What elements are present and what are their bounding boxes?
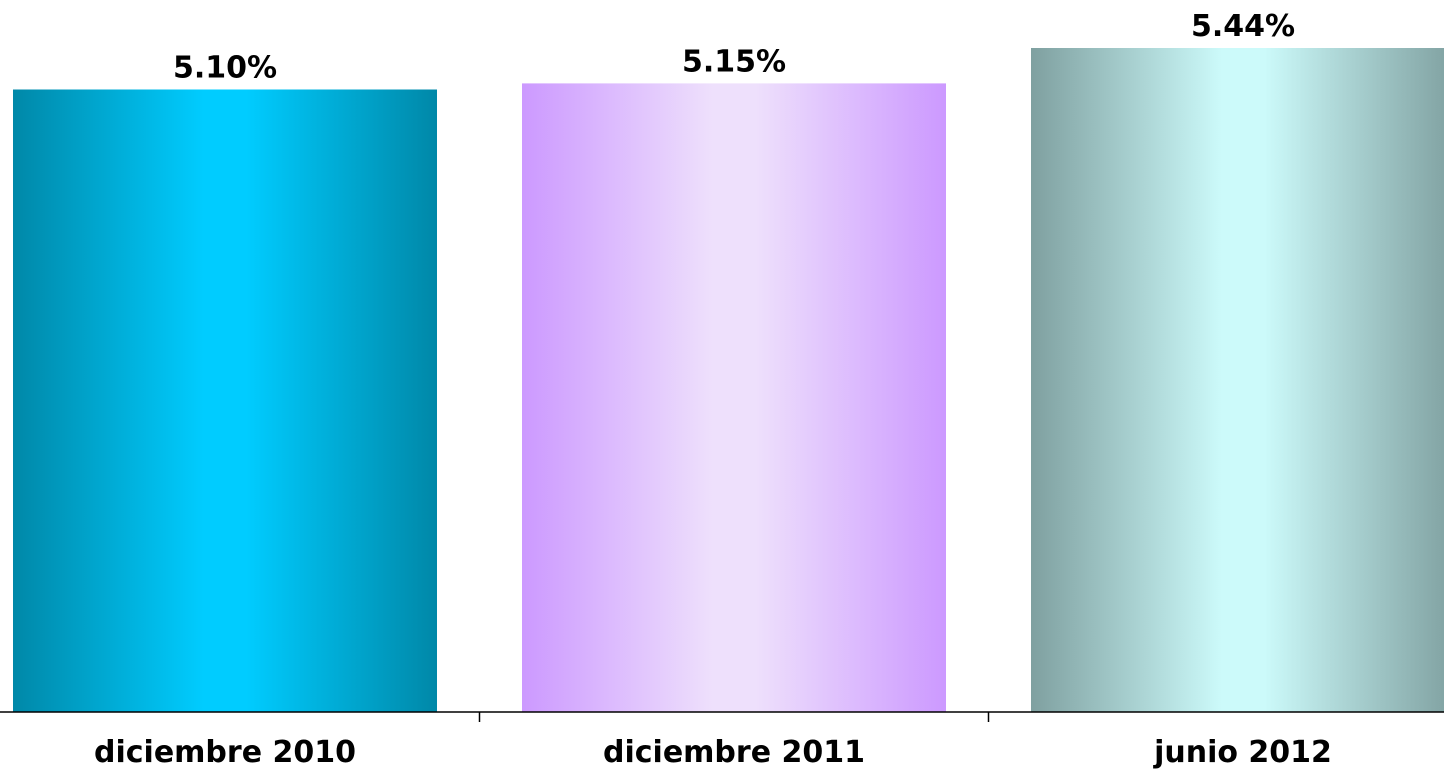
bar-value-label: 5.44% xyxy=(1191,9,1295,44)
category-label: diciembre 2010 xyxy=(94,735,356,770)
bar-value-label: 5.10% xyxy=(173,51,277,86)
x-ticks-layer xyxy=(478,712,990,722)
category-label: diciembre 2011 xyxy=(603,735,865,770)
value-labels-layer: 5.10% 5.15% 5.44% xyxy=(173,9,1295,86)
bar-2 xyxy=(522,83,946,713)
bar-3 xyxy=(1031,48,1444,712)
category-labels-layer: diciembre 2010 diciembre 2011 junio 2012 xyxy=(94,735,1332,770)
bars-layer xyxy=(13,48,1444,713)
bar-value-label: 5.15% xyxy=(682,44,786,79)
bar-1 xyxy=(13,89,437,712)
category-label: junio 2012 xyxy=(1153,735,1332,770)
